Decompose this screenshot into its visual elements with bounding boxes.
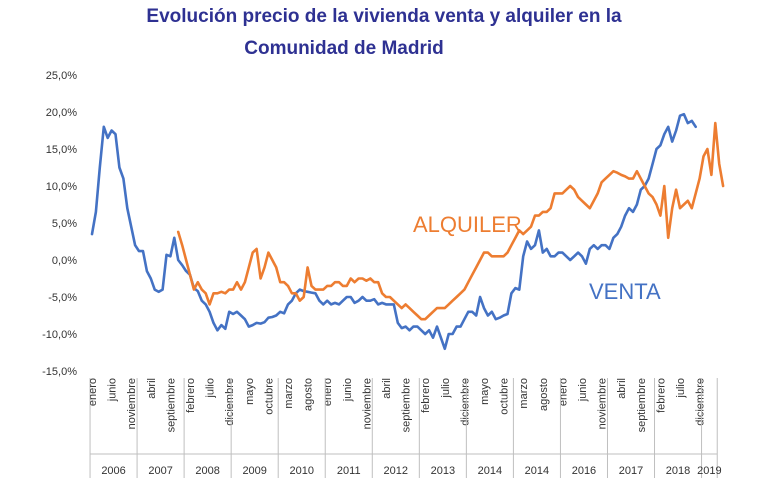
x-tick-label: noviembre: [361, 378, 373, 429]
y-tick-label: 25,0%: [46, 70, 77, 82]
y-axis: 25,0% 20,0% 15,0% 10,0% 5,0% 0,0% -5,0% -10,0% -…: [42, 70, 77, 378]
y-tick-label: -15,0%: [42, 366, 77, 378]
x-tick-label: julio: [205, 378, 217, 399]
y-tick-label: 20,0%: [46, 107, 77, 119]
series-label-alquiler: ALQUILER: [413, 212, 522, 237]
x-tick-label: noviembre: [597, 378, 609, 429]
series-lines: [90, 112, 725, 351]
chart-title-line-1: Evolución precio de la vivienda venta y …: [146, 6, 622, 27]
x-tick-label: septiembre: [401, 378, 413, 432]
x-year-label: 2008: [195, 465, 219, 477]
y-tick-label: 10,0%: [46, 181, 77, 193]
x-tick-label: junio: [577, 378, 589, 402]
chart-title-line-2: Comunidad de Madrid: [244, 38, 444, 59]
x-tick-label: marzo: [518, 378, 530, 409]
x-year-label: 2007: [148, 465, 172, 477]
y-tick-label: -10,0%: [42, 329, 77, 341]
y-tick-label: -5,0%: [48, 292, 77, 304]
x-year-label: 2009: [242, 465, 266, 477]
y-tick-label: 0,0%: [52, 255, 77, 267]
x-tick-label: abril: [616, 378, 628, 399]
x-year-label: 2014: [525, 465, 549, 477]
series-line-venta: [90, 112, 697, 351]
x-tick-label: agosto: [303, 378, 315, 411]
x-tick-label: noviembre: [126, 378, 138, 429]
x-year-label: 2012: [384, 465, 408, 477]
x-tick-label: abril: [381, 378, 393, 399]
x-tick-label: febrero: [655, 378, 667, 413]
x-year-label: 2006: [101, 465, 125, 477]
x-year-label: 2011: [337, 465, 361, 477]
x-tick-label: enero: [322, 378, 334, 406]
x-tick-label: enero: [87, 378, 99, 406]
x-tick-label: julio: [440, 378, 452, 399]
x-year-label: 2010: [289, 465, 313, 477]
x-tick-label: octubre: [499, 378, 511, 415]
y-tick-label: 15,0%: [46, 144, 77, 156]
x-year-label: 2018: [666, 465, 690, 477]
x-year-label: 2016: [572, 465, 596, 477]
x-tick-label: septiembre: [165, 378, 177, 432]
x-year-label: 2017: [619, 465, 643, 477]
x-tick-label: diciembre: [695, 378, 707, 426]
x-tick-label: junio: [342, 378, 354, 402]
x-tick-label: febrero: [185, 378, 197, 413]
x-year-label: 2013: [431, 465, 455, 477]
series-line-alquiler: [176, 121, 725, 321]
x-tick-label: abril: [146, 378, 158, 399]
x-tick-label: julio: [675, 378, 687, 399]
x-tick-label: enero: [557, 378, 569, 406]
x-tick-label: agosto: [538, 378, 550, 411]
y-tick-label: 5,0%: [52, 218, 77, 230]
x-tick-label: diciembre: [459, 378, 471, 426]
x-tick-label: octubre: [263, 378, 275, 415]
series-label-venta: VENTA: [589, 279, 661, 304]
x-tick-label: septiembre: [636, 378, 648, 432]
x-year-label: 2014: [478, 465, 502, 477]
x-tick-label: mayo: [479, 378, 491, 405]
x-tick-label: marzo: [283, 378, 295, 409]
x-tick-label: mayo: [244, 378, 256, 405]
x-year-label: 2019: [697, 465, 721, 477]
x-tick-label: junio: [107, 378, 119, 402]
x-tick-label: diciembre: [224, 378, 236, 426]
x-tick-label: febrero: [420, 378, 432, 413]
x-axis: enero junio noviembre abril septiembre febrer…: [87, 378, 722, 478]
